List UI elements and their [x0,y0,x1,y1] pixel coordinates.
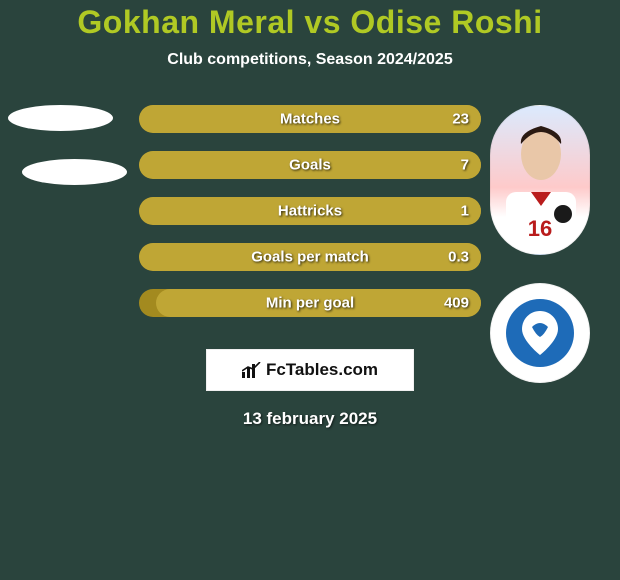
stat-bar-label: Min per goal [266,295,354,312]
stats-area: Matches 23 Goals 7 Hattricks 1 Goals per match… [0,105,620,317]
stat-bar-value-right: 409 [444,295,469,312]
stat-bar: Matches 23 [139,105,481,133]
stat-bar: Goals 7 [139,151,481,179]
stat-bar: Goals per match 0.3 [139,243,481,271]
stat-bars: Matches 23 Goals 7 Hattricks 1 Goals per match… [139,105,481,317]
stat-bar-value-right: 1 [461,203,469,220]
stat-bar-value-right: 23 [452,111,469,128]
right-player-photo: 16 [490,105,590,255]
stat-bar: Hattricks 1 [139,197,481,225]
stat-bar-value-right: 0.3 [448,249,469,266]
page-title: Gokhan Meral vs Odise Roshi [0,4,620,41]
club-badge-inner [504,297,576,369]
page-subtitle: Club competitions, Season 2024/2025 [0,51,620,69]
footer-logo-label: FcTables.com [266,360,378,380]
stat-bar-label: Goals [289,157,331,174]
left-player-placeholder-2 [22,159,127,185]
footer-logo-text: FcTables.com [242,360,378,380]
chart-icon [242,362,262,378]
footer-logo[interactable]: FcTables.com [206,349,414,391]
stat-bar-label: Goals per match [251,249,369,266]
club-crest-icon [504,297,576,369]
stat-bar-value-right: 7 [461,157,469,174]
stat-bar-label: Matches [280,111,340,128]
content-root: Gokhan Meral vs Odise Roshi Club competi… [0,0,620,580]
footer-date: 13 february 2025 [0,409,620,429]
jersey-number: 16 [528,216,552,242]
stat-bar-label: Hattricks [278,203,342,220]
club-badge [490,283,590,383]
left-player-placeholder-1 [8,105,113,131]
stat-bar: Min per goal 409 [139,289,481,317]
right-player-column: 16 [490,105,600,383]
left-player-column [8,105,128,213]
